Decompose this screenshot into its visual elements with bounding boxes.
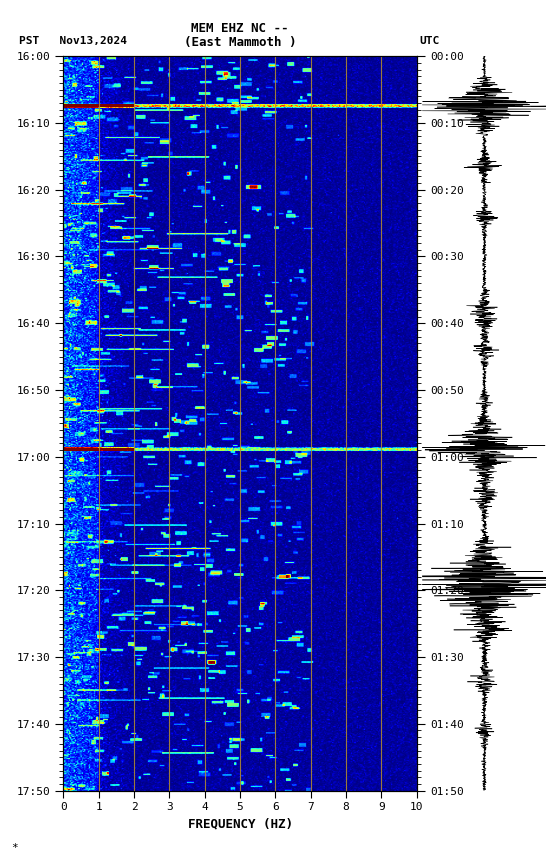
Text: *: * <box>11 843 18 853</box>
Text: UTC: UTC <box>420 36 440 47</box>
Text: PST   Nov13,2024: PST Nov13,2024 <box>19 36 128 47</box>
Text: MEM EHZ NC --: MEM EHZ NC -- <box>192 22 289 35</box>
Text: (East Mammoth ): (East Mammoth ) <box>184 36 296 49</box>
X-axis label: FREQUENCY (HZ): FREQUENCY (HZ) <box>188 818 293 831</box>
